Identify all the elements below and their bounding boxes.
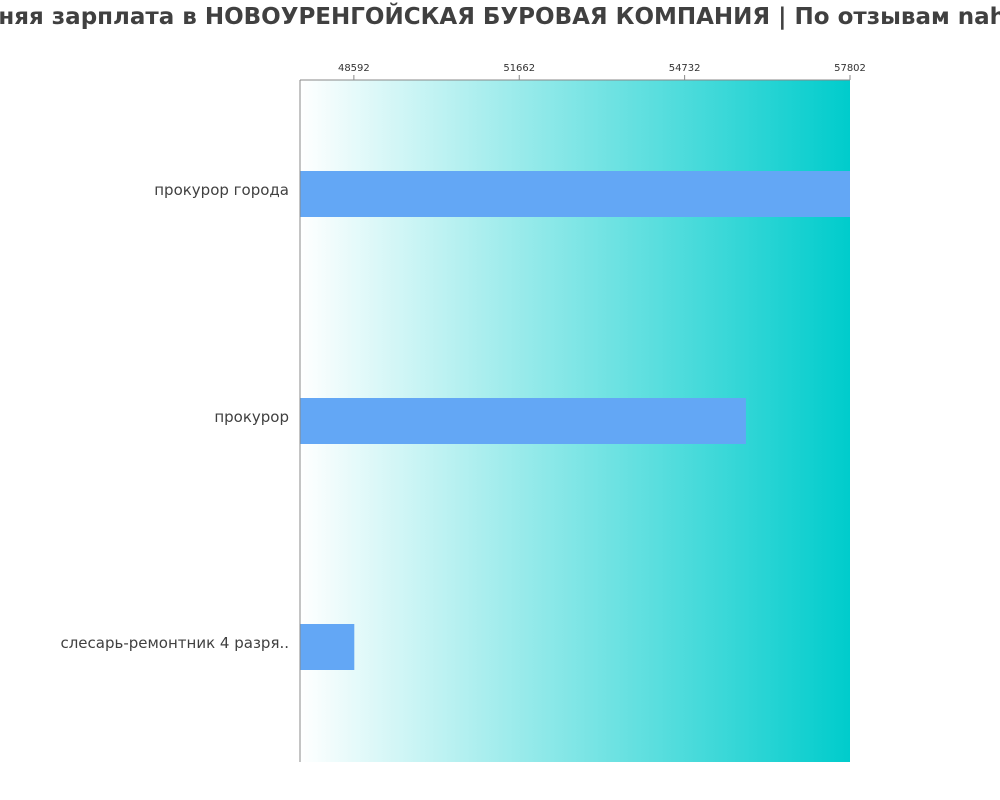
category-label-0: прокурор города bbox=[154, 181, 289, 199]
category-labels: прокурор города прокурор слесарь-ремонтник… bbox=[60, 181, 289, 652]
category-label-2: слесарь-ремонтник 4 разря.. bbox=[60, 634, 289, 652]
x-tick-label-3: 57802 bbox=[834, 63, 866, 74]
category-label-1: прокурор bbox=[214, 408, 289, 426]
bar-2 bbox=[300, 624, 355, 670]
x-tick-label-2: 54732 bbox=[669, 63, 701, 74]
bar-0 bbox=[300, 171, 850, 217]
bars bbox=[300, 171, 850, 670]
bar-1 bbox=[300, 398, 746, 444]
x-tick-label-0: 48592 bbox=[338, 63, 370, 74]
chart-title: Средняя зарплата в НОВОУРЕНГОЙСКАЯ БУРОВ… bbox=[0, 4, 1000, 30]
x-tick-label-1: 51662 bbox=[503, 63, 535, 74]
x-axis-ticks: 48592 51662 54732 57802 bbox=[338, 63, 866, 80]
